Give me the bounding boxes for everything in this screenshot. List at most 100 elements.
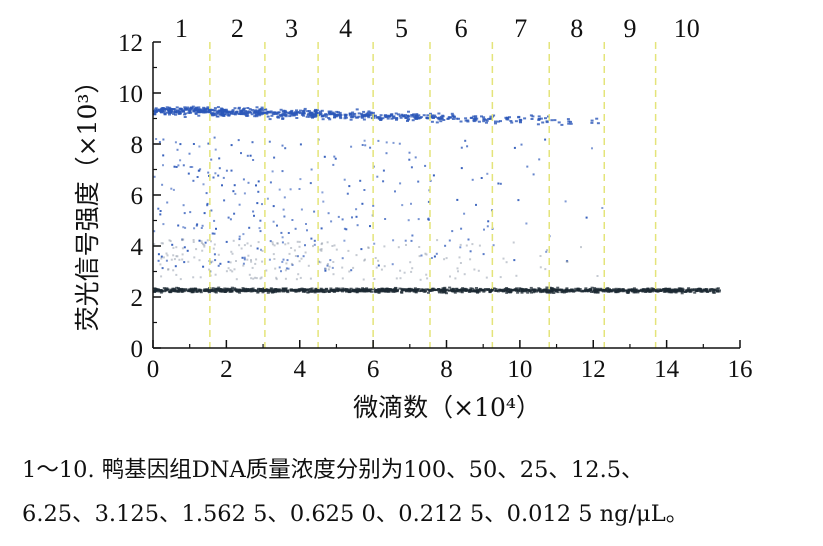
positive-droplet [255,106,259,109]
positive-droplet [254,111,258,114]
segment-4-points [318,108,376,294]
positive-droplet [203,111,207,114]
negative-droplet [474,289,478,292]
rain-droplet [417,180,420,183]
negative-droplet [584,289,588,292]
negative-droplet [540,290,544,293]
positive-droplet [350,114,354,117]
rain-droplet [331,266,334,269]
grey-droplet [539,255,542,257]
negative-droplet [325,290,329,293]
grey-droplet [162,256,165,259]
negative-droplet [662,288,666,291]
negative-droplet [210,289,213,292]
positive-droplet [268,118,272,121]
positive-droplet [437,116,441,119]
grey-droplet [293,249,296,252]
negative-droplet [539,291,543,294]
segment-label-6: 6 [455,14,468,43]
axes: 0 2 4 6 8 10 12 14 16 0 2 4 6 8 10 12 [118,30,753,383]
negative-droplet [621,288,625,291]
negative-droplet [606,289,610,292]
rain-droplet [162,223,165,226]
grey-droplet [411,267,414,270]
positive-droplet [183,106,187,109]
negative-droplet [489,289,493,292]
positive-droplet [225,110,229,113]
negative-droplet [696,289,700,292]
grey-droplet [312,245,314,248]
grey-droplet [515,274,518,277]
negative-droplet [591,290,595,293]
negative-droplet [673,290,677,292]
grey-droplet [160,257,163,260]
negative-droplet [318,289,321,291]
positive-droplet [494,120,497,123]
negative-droplet [374,288,378,291]
negative-droplet [298,288,302,291]
positive-droplet [531,115,535,118]
positive-droplet [219,113,223,115]
grey-droplet [300,257,303,260]
grey-droplet [375,266,378,269]
positive-droplet [259,113,263,116]
rain-droplet [399,182,402,185]
positive-droplet [422,114,426,117]
grey-droplet [341,266,344,269]
rain-droplet [153,175,156,178]
grey-droplet [320,248,323,251]
negative-droplet [663,289,667,292]
positive-droplet [216,115,220,118]
positive-droplet [530,118,534,120]
positive-droplet [413,115,417,118]
negative-droplet [680,292,684,295]
rain-droplet [284,147,287,150]
positive-droplet [417,114,421,117]
negative-droplet [476,291,480,294]
rain-droplet [323,155,326,158]
positive-droplet [395,118,398,121]
rain-droplet [302,255,305,258]
x-tick-label: 0 [147,356,160,383]
negative-droplet [320,288,324,291]
x-tick-label: 16 [728,356,753,383]
positive-droplet [410,114,414,116]
positive-droplet [336,111,340,114]
rain-droplet [337,215,340,218]
positive-droplet [442,119,446,121]
positive-droplet [485,121,488,124]
rain-droplet [351,216,353,219]
grey-droplet [373,278,376,280]
positive-droplet [356,116,359,119]
negative-droplet [394,287,398,290]
grey-droplet [240,247,243,250]
grey-droplet [544,268,547,271]
negative-droplet [578,288,582,290]
rain-droplet [373,242,376,245]
negative-droplet [462,288,466,291]
positive-droplet [180,107,184,110]
rain-droplet [364,144,367,147]
positive-droplet [560,123,564,126]
positive-droplet [231,109,235,112]
positive-droplet [167,111,171,114]
rain-droplet [257,190,260,193]
positive-droplet [283,111,287,114]
positive-droplet [406,114,410,117]
rain-droplet [326,264,329,267]
rain-droplet [206,204,209,207]
rain-droplet [544,138,547,141]
grey-droplet [418,255,421,258]
rain-droplet [182,164,185,167]
negative-droplet [459,290,463,293]
grey-droplet [456,267,459,270]
positive-droplet [362,118,366,121]
rain-droplet [304,244,306,247]
rain-droplet [427,218,430,221]
positive-droplet [282,114,286,117]
positive-droplet [259,110,263,113]
positive-droplet [281,113,285,115]
rain-droplet [333,155,336,158]
negative-droplet [615,288,619,291]
rain-droplet [410,239,413,242]
